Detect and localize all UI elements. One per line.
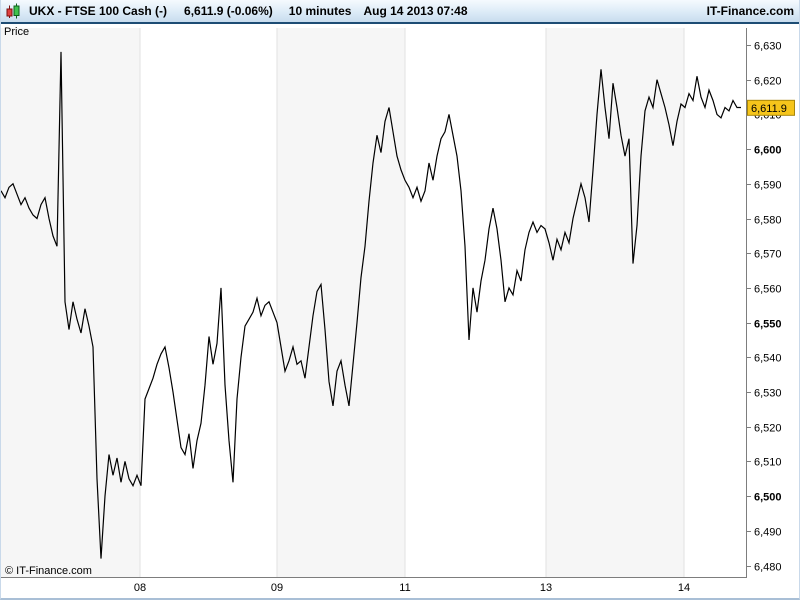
price-tick-label: 6,520 bbox=[754, 423, 782, 435]
day-session-band bbox=[140, 28, 277, 577]
price-tick-label: 6,560 bbox=[754, 284, 782, 296]
chart-header: UKX - FTSE 100 Cash (-) 6,611.9 (-0.06%)… bbox=[1, 0, 799, 24]
price-tick-label: 6,480 bbox=[754, 562, 782, 574]
brand-label: IT-Finance.com bbox=[706, 4, 794, 18]
date-tick-label: 14 bbox=[678, 582, 690, 594]
last-update-datetime: Aug 14 2013 07:48 bbox=[363, 4, 468, 18]
current-price-tag-label: 6,611.9 bbox=[751, 103, 787, 115]
price-line bbox=[1, 51, 741, 559]
timeframe-label: 10 minutes bbox=[288, 4, 352, 18]
price-tick-label: 6,580 bbox=[754, 215, 782, 227]
day-session-band bbox=[546, 28, 684, 577]
date-tick-label: 08 bbox=[134, 582, 146, 594]
price-axis-title: Price bbox=[4, 26, 30, 38]
price-tick-label: 6,590 bbox=[754, 180, 782, 192]
candlestick-icon bbox=[6, 3, 20, 19]
price-tick-label: 6,490 bbox=[754, 527, 782, 539]
price-tick-label: 6,530 bbox=[754, 388, 782, 400]
price-tick-label: 6,550 bbox=[754, 319, 782, 331]
date-tick-label: 11 bbox=[399, 582, 410, 594]
last-price-and-change: 6,611.9 (-0.06%) bbox=[184, 4, 273, 18]
price-tick-label: 6,570 bbox=[754, 249, 782, 261]
day-session-band bbox=[277, 28, 405, 577]
price-tick-label: 6,600 bbox=[754, 145, 782, 157]
day-session-band bbox=[684, 28, 746, 577]
date-tick-label: 13 bbox=[540, 582, 552, 594]
date-tick-label: 09 bbox=[271, 582, 283, 594]
current-price-tag bbox=[747, 99, 795, 116]
copyright-label: © IT-Finance.com bbox=[5, 565, 92, 577]
price-tick-label: 6,510 bbox=[754, 457, 782, 469]
price-tick-label: 6,630 bbox=[754, 41, 782, 53]
price-tick-label: 6,500 bbox=[754, 492, 782, 504]
instrument-title: UKX - FTSE 100 Cash (-) bbox=[29, 4, 168, 18]
price-tick-label: 6,620 bbox=[754, 76, 782, 88]
day-session-band bbox=[1, 28, 140, 577]
price-tick-label: 6,540 bbox=[754, 353, 782, 365]
